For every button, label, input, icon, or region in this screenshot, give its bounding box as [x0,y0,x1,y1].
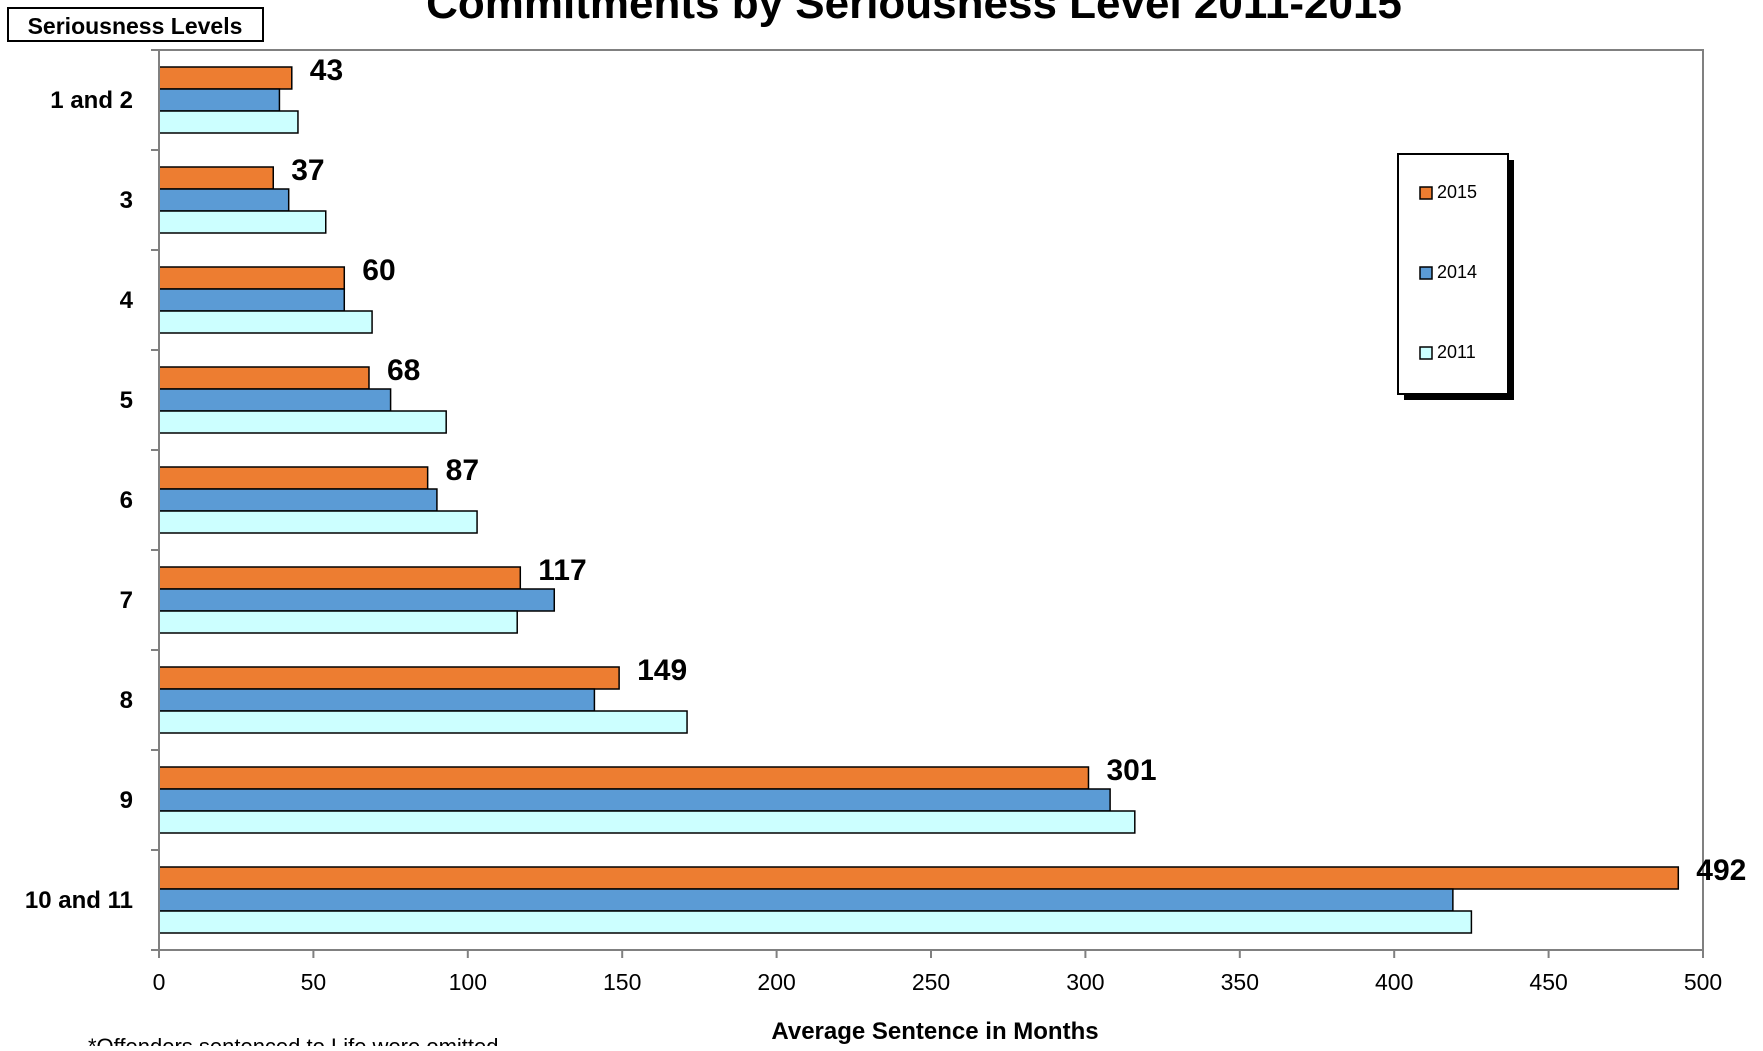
data-label-2015-9: 301 [1106,754,1156,787]
category-label: 10 and 11 [25,887,133,914]
bar-2011-7 [158,610,518,634]
y-axis-title-box [7,7,264,42]
x-tick-label: 450 [1529,969,1567,995]
category-label: 4 [120,287,134,314]
chart-title: Commitments by Seriousness Level 2011-20… [426,0,1402,28]
category-label: 6 [120,487,133,514]
category-label: 1 and 2 [50,87,133,114]
y-axis-title: Seriousness Levels [28,13,243,39]
x-tick-label: 0 [153,969,166,995]
bar-2015-5 [158,366,370,390]
footnote: *Offenders sentenced to Life were omitte… [88,1034,499,1046]
bar-2015-8 [158,666,620,690]
category-label: 5 [120,387,133,414]
legend-swatch-2011 [1419,346,1433,360]
data-label-2015-3: 37 [291,154,324,187]
legend-items: 2015 2014 2011 [1419,182,1477,362]
bar-2011-6 [158,510,478,534]
bar-2014-4 [158,288,346,312]
x-tick-label: 300 [1066,969,1104,995]
category-label: 7 [120,587,133,614]
bar-2014-3 [158,188,290,212]
bar-2014-1-and-2 [158,88,281,112]
bar-2014-9 [158,788,1111,812]
bar-2015-4 [158,266,346,290]
legend: 2015 2014 2011 [1397,153,1514,400]
bar-2011-5 [158,410,447,434]
bar-2015-1-and-2 [158,66,293,90]
x-tick-label: 350 [1221,969,1259,995]
bar-2014-5 [158,388,392,412]
bar-2011-8 [158,710,688,734]
bar-2015-9 [158,766,1090,790]
bar-2011-4 [158,310,373,334]
x-tick-label: 50 [301,969,327,995]
axis-layer: 1 and 2 3 4 5 6 7 8 9 10 and 11 0 50 100 150 200 250 30… [25,49,1722,995]
legend-box [1397,153,1509,395]
category-label: 9 [120,787,133,814]
bars-layer: 43 37 60 68 87 117 149 301 492 [158,54,1746,934]
x-tick-label: 150 [603,969,641,995]
bar-2011-9 [158,810,1136,834]
bar-2015-6 [158,466,429,490]
x-axis-title: Average Sentence in Months [771,1018,1098,1045]
x-tick-label: 500 [1684,969,1722,995]
bar-2011-1-and-2 [158,110,299,134]
x-tick-label: 250 [912,969,950,995]
category-label: 8 [120,687,133,714]
bar-2014-7 [158,588,556,612]
legend-swatch-2014 [1419,266,1433,280]
data-label-2015-5: 68 [387,354,420,387]
data-label-2015-10-and-11: 492 [1696,854,1746,887]
x-tick-label: 400 [1375,969,1413,995]
bar-2014-8 [158,688,596,712]
bar-2015-7 [158,566,522,590]
legend-label-2014: 2014 [1437,262,1477,282]
data-label-2015-6: 87 [446,454,479,487]
legend-swatch-2015 [1419,186,1433,200]
bar-2014-10-and-11 [158,888,1454,912]
data-label-2015-1-and-2: 43 [310,54,343,87]
data-label-2015-7: 117 [538,554,586,587]
bar-2014-6 [158,488,438,512]
legend-label-2011: 2011 [1437,342,1476,362]
x-tick-label: 200 [757,969,795,995]
category-label: 3 [120,187,133,214]
data-label-2015-8: 149 [637,654,687,687]
bar-2011-10-and-11 [158,910,1473,934]
data-label-2015-4: 60 [362,254,395,287]
legend-label-2015: 2015 [1437,182,1477,202]
bar-2011-3 [158,210,327,234]
x-tick-label: 100 [449,969,487,995]
bar-2015-10-and-11 [158,866,1680,890]
bar-2015-3 [158,166,275,190]
